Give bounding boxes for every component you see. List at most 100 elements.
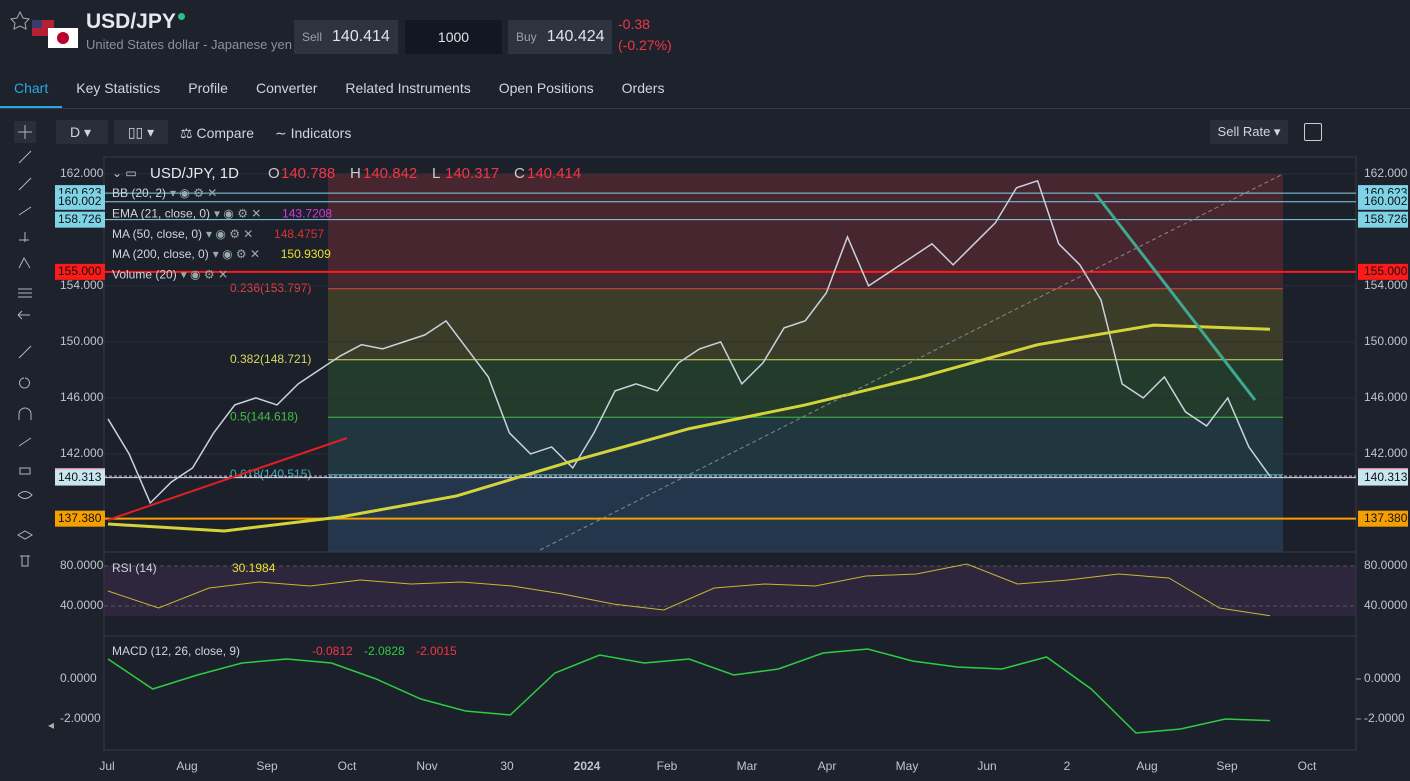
buy-button[interactable]: Buy 140.424 (508, 20, 612, 54)
icons (9, 10, 78, 48)
y-tick-label: 0.0000 (60, 671, 97, 685)
compare[interactable]: ⚖ Compare (180, 125, 255, 141)
amount: 1000 (437, 29, 470, 45)
compare-text: Compare (196, 125, 255, 141)
chart-title: USD/JPY, 1D (150, 165, 239, 182)
level-box (55, 510, 105, 527)
fib-trend (539, 173, 1284, 551)
rsi-band (104, 566, 1356, 616)
level-box (1358, 193, 1408, 210)
level-label: 137.380 (58, 511, 102, 525)
ohlc-value: 140.414 (527, 165, 581, 182)
ohlc-value: 140.788 (281, 165, 335, 182)
change-pct: (-0.27%) (618, 37, 672, 53)
title-toggle[interactable]: ⌄ ▭ (112, 166, 137, 180)
rate-text: Sell Rate (1217, 124, 1271, 139)
fib-label: 0.618(140.515) (230, 467, 311, 481)
tab[interactable]: Open Positions (498, 80, 594, 96)
level-label: 155.000 (58, 264, 102, 278)
level-label: 160.623 (1364, 185, 1408, 199)
collapse[interactable]: ◂ (48, 718, 54, 732)
level-label: 160.002 (58, 194, 102, 208)
indicator-controls: ▾ ◉ ⚙ ✕ (214, 206, 261, 220)
indicator-controls: ▾ ◉ ⚙ ✕ (170, 186, 217, 200)
macd-value: -0.0812 (312, 644, 353, 658)
chart-type[interactable]: ▯▯ ▾ (114, 120, 168, 144)
instrument-name: United States dollar - Japanese yen (86, 37, 292, 52)
symbol: USD/JPY (86, 10, 176, 33)
x-tick-label: Nov (416, 759, 437, 773)
price-line (107, 179, 1271, 505)
y-tick-label: 80.0000 (60, 558, 104, 572)
x-tick-label: Oct (338, 759, 357, 773)
tab[interactable]: Key Statistics (76, 80, 161, 96)
rsi-value: 30.1984 (232, 561, 276, 575)
x-tick-label: Jun (977, 759, 996, 773)
y-tick-label: 150.000 (60, 334, 104, 348)
fib-band (328, 474, 1283, 552)
x-tick-label: Aug (176, 759, 197, 773)
level-label: 140.414 (58, 468, 102, 482)
y-tick-label: 154.000 (60, 278, 104, 292)
level-label: 160.002 (1364, 194, 1408, 208)
change: -0.38 (618, 16, 650, 32)
tab[interactable]: Chart (0, 66, 63, 108)
sell-button[interactable]: Sell 140.414 (294, 20, 398, 54)
y-tick-label: 40.0000 (60, 598, 104, 612)
status (178, 13, 185, 20)
y-tick-label: 40.0000 (1364, 598, 1408, 612)
tab[interactable]: Converter (255, 80, 318, 96)
y-tick-label: -2.0000 (60, 711, 101, 725)
tab[interactable]: Orders (621, 80, 665, 96)
level-label: 140.313 (1364, 470, 1408, 484)
rsi-title: RSI (14) (112, 561, 157, 575)
indicator-name: MA (200, close, 0) (112, 247, 209, 261)
tab[interactable]: Profile (188, 80, 228, 96)
fullscreen[interactable] (1304, 123, 1322, 141)
level-box (55, 185, 105, 202)
x-tick-label: Oct (1298, 759, 1317, 773)
fib-band (328, 173, 1283, 289)
level-box (1358, 185, 1408, 202)
level-box (55, 263, 105, 280)
indicator-controls: ▾ ◉ ⚙ ✕ (213, 247, 260, 261)
trendline (1093, 192, 1257, 401)
buy-price: 140.424 (546, 28, 605, 45)
x-tick-label: Aug (1136, 759, 1157, 773)
indicator-name: Volume (20) (112, 267, 177, 281)
ohlc-label: O (268, 165, 280, 182)
indicator-controls: ▾ ◉ ⚙ ✕ (181, 267, 228, 281)
rate-select[interactable]: Sell Rate ▾ (1210, 120, 1288, 144)
tab[interactable]: Related Instruments (345, 80, 471, 96)
y-tick-label: 146.000 (1364, 390, 1408, 404)
y-tick-label: 162.000 (60, 166, 104, 180)
indicator-name: MA (50, close, 0) (112, 227, 202, 241)
interval[interactable]: D ▾ (56, 120, 108, 144)
indicators[interactable]: ∼ Indicators (275, 125, 352, 141)
level-box (55, 193, 105, 210)
indicator-value: 143.7208 (282, 206, 332, 220)
amount-input[interactable]: 1000 (405, 20, 502, 54)
level-box (1358, 469, 1408, 486)
y-tick-label: 80.0000 (1364, 558, 1408, 572)
y-tick-label: 142.000 (1364, 446, 1408, 460)
y-tick-label: 0.0000 (1364, 671, 1401, 685)
indicator-name: EMA (21, close, 0) (112, 206, 210, 220)
macd-value: -2.0828 (364, 644, 405, 658)
y-tick-label: -2.0000 (1364, 711, 1405, 725)
indicator-name: BB (20, 2) (112, 186, 166, 200)
level-label: 158.726 (1364, 212, 1408, 226)
level-box (1358, 510, 1408, 527)
level-box (1358, 263, 1408, 280)
x-tick-label: May (896, 759, 919, 773)
plot-bg (103, 156, 1357, 751)
header: USD/JPY United States dollar - Japanese … (0, 0, 1410, 66)
x-tick-label: Mar (737, 759, 758, 773)
rsi-line (107, 563, 1271, 617)
x-tick-label: Apr (818, 759, 837, 773)
buy-label: Buy (516, 30, 537, 44)
price-line (107, 323, 1271, 533)
y-tick-label: 154.000 (1364, 278, 1408, 292)
ohlc-label: L (432, 165, 440, 182)
level-box (55, 468, 105, 485)
